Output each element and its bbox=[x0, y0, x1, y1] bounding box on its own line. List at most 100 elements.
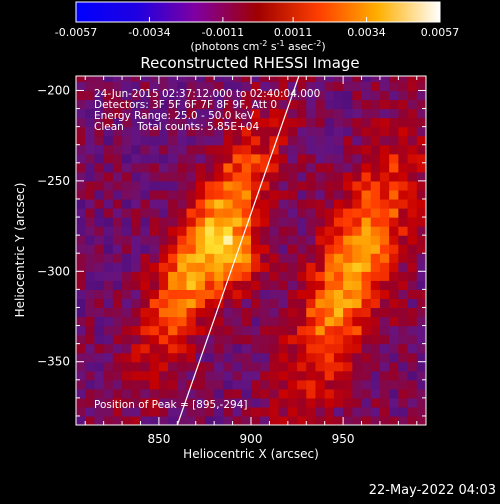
heatmap-cell bbox=[398, 244, 409, 254]
heatmap-cell bbox=[168, 298, 178, 309]
heatmap-cell bbox=[269, 162, 280, 173]
heatmap-cell bbox=[324, 361, 335, 372]
heatmap-cell bbox=[287, 117, 298, 128]
heatmap-cell bbox=[407, 226, 418, 236]
heatmap-cell bbox=[140, 253, 151, 263]
heatmap-cell bbox=[416, 198, 426, 209]
heatmap-cell bbox=[76, 316, 86, 327]
heatmap-cell bbox=[297, 343, 307, 354]
heatmap-cell bbox=[204, 189, 215, 200]
heatmap-cell bbox=[361, 162, 372, 173]
heatmap-cell bbox=[389, 90, 399, 101]
heatmap-cell bbox=[287, 144, 298, 155]
heatmap-cell bbox=[297, 226, 307, 236]
heatmap-cell bbox=[416, 126, 426, 137]
heatmap-cell bbox=[407, 325, 418, 336]
heatmap-cell bbox=[131, 235, 142, 245]
heatmap-cell bbox=[389, 153, 399, 164]
heatmap-cell bbox=[343, 117, 353, 128]
heatmap-cell bbox=[112, 415, 123, 425]
heatmap-cell bbox=[112, 271, 123, 281]
heatmap-cell bbox=[278, 388, 289, 399]
heatmap-cell bbox=[287, 180, 298, 191]
heatmap-cell bbox=[352, 208, 363, 218]
heatmap-cell bbox=[103, 180, 114, 191]
heatmap-cell bbox=[407, 90, 418, 101]
heatmap-cell bbox=[343, 325, 353, 336]
heatmap-cell bbox=[186, 343, 197, 354]
heatmap-cell bbox=[297, 108, 307, 119]
heatmap-cell bbox=[158, 76, 169, 83]
heatmap-cell bbox=[122, 198, 132, 209]
heatmap-cell bbox=[85, 226, 96, 236]
heatmap-cell bbox=[379, 262, 390, 272]
heatmap-cell bbox=[260, 370, 271, 381]
heatmap-cell bbox=[370, 226, 381, 236]
heatmap-cell bbox=[343, 244, 353, 254]
heatmap-cell bbox=[370, 108, 381, 119]
heatmap-cell bbox=[140, 108, 151, 119]
heatmap-cell bbox=[361, 289, 372, 300]
heatmap-cell bbox=[140, 298, 151, 309]
heatmap-cell bbox=[131, 379, 142, 390]
heatmap-cell bbox=[416, 135, 426, 146]
heatmap-cell bbox=[103, 406, 114, 417]
heatmap-cell bbox=[361, 343, 372, 354]
heatmap-cell bbox=[389, 108, 399, 119]
heatmap-cell bbox=[370, 406, 381, 417]
heatmap-cell bbox=[232, 198, 243, 209]
heatmap-cell bbox=[269, 415, 280, 425]
heatmap-cell bbox=[343, 253, 353, 263]
heatmap-cell bbox=[389, 262, 399, 272]
heatmap-cell bbox=[232, 325, 243, 336]
heatmap-cell bbox=[251, 198, 261, 209]
heatmap-cell bbox=[195, 144, 206, 155]
heatmap-cell bbox=[85, 81, 96, 92]
heatmap-cell bbox=[306, 415, 317, 425]
heatmap-cell bbox=[103, 153, 114, 164]
heatmap-cell bbox=[131, 90, 142, 101]
heatmap-cell bbox=[352, 117, 363, 128]
heatmap-cell bbox=[398, 126, 409, 137]
heatmap-cell bbox=[94, 280, 105, 290]
heatmap-cell bbox=[85, 352, 96, 363]
heatmap-cell bbox=[287, 189, 298, 200]
heatmap-cell bbox=[389, 325, 399, 336]
heatmap-cell bbox=[287, 208, 298, 218]
heatmap-cell bbox=[168, 108, 178, 119]
heatmap-cell bbox=[195, 99, 206, 110]
heatmap-cell bbox=[287, 334, 298, 345]
heatmap-cell bbox=[158, 171, 169, 182]
heatmap-cell bbox=[407, 108, 418, 119]
heatmap-cell bbox=[177, 397, 188, 408]
heatmap-cell bbox=[158, 135, 169, 146]
heatmap-cell bbox=[204, 253, 215, 263]
heatmap-cell bbox=[76, 117, 86, 128]
heatmap-cell bbox=[370, 76, 381, 83]
heatmap-cell bbox=[168, 361, 178, 372]
heatmap-cell bbox=[103, 144, 114, 155]
heatmap-cell bbox=[168, 180, 178, 191]
heatmap-cell bbox=[315, 171, 326, 182]
heatmap-cell bbox=[168, 217, 178, 227]
heatmap-cell bbox=[168, 388, 178, 399]
heatmap-cell bbox=[204, 316, 215, 327]
heatmap-cell bbox=[168, 189, 178, 200]
heatmap-cell bbox=[389, 352, 399, 363]
heatmap-cell bbox=[251, 280, 261, 290]
heatmap-cell bbox=[379, 397, 390, 408]
heatmap-cell bbox=[260, 171, 271, 182]
heatmap-cell bbox=[379, 90, 390, 101]
heatmap-cell bbox=[122, 153, 132, 164]
heatmap-cell bbox=[131, 280, 142, 290]
heatmap-cell bbox=[352, 298, 363, 309]
heatmap-cell bbox=[306, 108, 317, 119]
heatmap-cell bbox=[177, 117, 188, 128]
heatmap-cell bbox=[140, 126, 151, 137]
heatmap-cell bbox=[389, 370, 399, 381]
heatmap-cell bbox=[195, 388, 206, 399]
heatmap-cell bbox=[361, 262, 372, 272]
heatmap-cell bbox=[416, 162, 426, 173]
heatmap-cell bbox=[251, 262, 261, 272]
heatmap-cell bbox=[407, 117, 418, 128]
